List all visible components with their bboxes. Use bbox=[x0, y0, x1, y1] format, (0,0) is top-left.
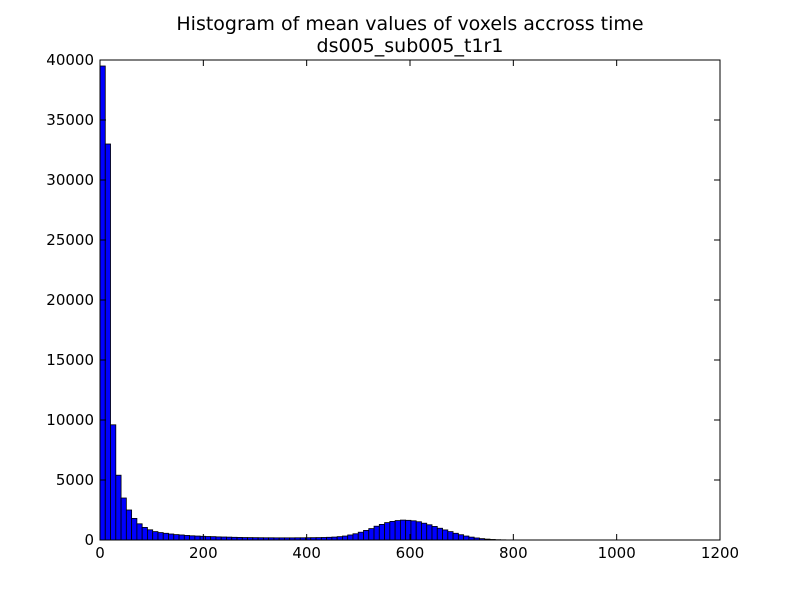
histogram-bar bbox=[431, 526, 438, 541]
histogram-bar bbox=[352, 533, 359, 541]
histogram-bar bbox=[410, 520, 417, 541]
histogram-bar bbox=[373, 525, 380, 541]
histogram-bar bbox=[194, 535, 201, 541]
histogram-bar bbox=[204, 536, 212, 541]
histogram-bar bbox=[125, 509, 133, 541]
histogram-bar bbox=[178, 534, 185, 541]
histogram-bar bbox=[463, 535, 470, 541]
histogram-bar bbox=[173, 534, 180, 541]
histogram-bar bbox=[421, 522, 428, 541]
x-tick-label: 400 bbox=[292, 544, 321, 562]
chart-subtitle: ds005_sub005_t1r1 bbox=[317, 35, 504, 57]
histogram-bar bbox=[384, 522, 391, 541]
x-tick-label: 200 bbox=[189, 544, 218, 562]
histogram-bar bbox=[115, 474, 122, 541]
y-tick-label: 5000 bbox=[56, 471, 94, 489]
histogram-bar bbox=[152, 531, 159, 541]
histogram-bar bbox=[120, 497, 127, 541]
histogram-bar bbox=[110, 424, 117, 541]
histogram-bar bbox=[363, 530, 370, 541]
histogram-bar bbox=[104, 143, 111, 541]
chart-title: Histogram of mean values of voxels accro… bbox=[176, 13, 643, 35]
plot-frame bbox=[99, 59, 721, 541]
histogram-bar bbox=[368, 528, 375, 541]
ticks-group: 0 200 400 600 800 1000 1200 0 5000 10000 15000 2000… bbox=[46, 51, 739, 562]
histogram-bar bbox=[147, 529, 154, 541]
y-tick-label: 0 bbox=[84, 531, 94, 549]
histogram-bar bbox=[436, 527, 443, 541]
histogram-bar bbox=[342, 535, 349, 541]
y-tick-label: 25000 bbox=[46, 231, 94, 249]
histogram-bar bbox=[136, 523, 143, 541]
histogram-bar bbox=[131, 518, 138, 541]
histogram-bar bbox=[378, 524, 385, 541]
histogram-bar bbox=[157, 532, 164, 541]
histogram-bar bbox=[447, 531, 454, 541]
histogram-bar bbox=[357, 531, 364, 541]
histogram-bar bbox=[183, 535, 190, 541]
histogram-bar bbox=[389, 521, 396, 541]
bars-group bbox=[99, 65, 523, 541]
histogram-bar bbox=[162, 532, 169, 541]
histogram-bar bbox=[442, 529, 449, 541]
y-tick-label: 40000 bbox=[46, 51, 94, 69]
histogram-bar bbox=[336, 536, 343, 541]
y-tick-label: 15000 bbox=[46, 351, 94, 369]
y-tick-label: 20000 bbox=[46, 291, 94, 309]
x-tick-label: 0 bbox=[95, 544, 105, 562]
x-tick-label: 1000 bbox=[598, 544, 636, 562]
histogram-bar bbox=[415, 521, 422, 541]
x-tick-label: 600 bbox=[396, 544, 425, 562]
x-tick-label: 1200 bbox=[701, 544, 739, 562]
x-tick-label: 800 bbox=[499, 544, 528, 562]
histogram-bar bbox=[210, 536, 217, 541]
histogram-bar bbox=[394, 520, 401, 541]
histogram-bar bbox=[168, 533, 175, 541]
histogram-bar bbox=[99, 65, 106, 541]
histogram-bar bbox=[426, 524, 433, 541]
histogram-bar bbox=[452, 532, 459, 541]
histogram-bar bbox=[347, 534, 354, 541]
histogram-bar bbox=[199, 535, 206, 541]
histogram-bar bbox=[399, 519, 407, 541]
histogram-bar bbox=[457, 534, 465, 541]
y-tick-label: 30000 bbox=[46, 171, 94, 189]
y-tick-label: 10000 bbox=[46, 411, 94, 429]
histogram-bar bbox=[189, 535, 196, 541]
histogram-bar bbox=[141, 527, 148, 541]
y-tick-label: 35000 bbox=[46, 111, 94, 129]
